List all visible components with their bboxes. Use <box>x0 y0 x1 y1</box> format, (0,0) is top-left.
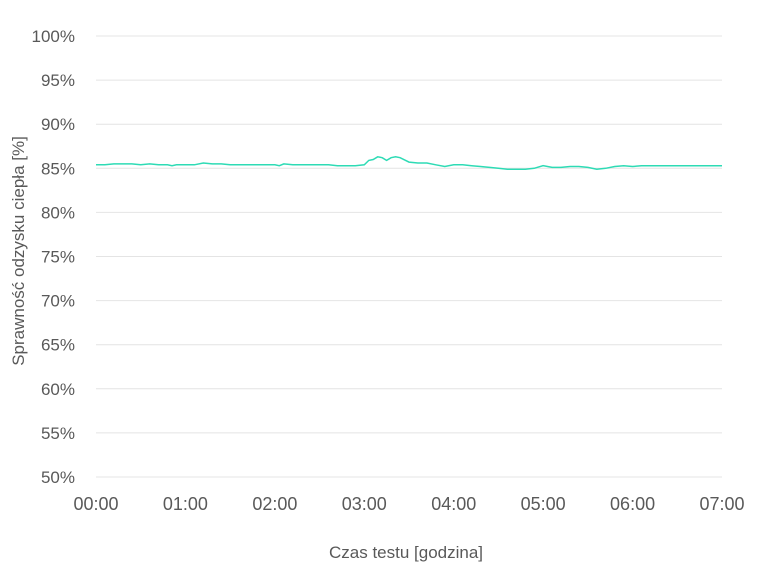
y-tick-label: 95% <box>41 71 75 90</box>
x-tick-label: 00:00 <box>73 494 118 514</box>
x-axis-title: Czas testu [godzina] <box>329 543 483 562</box>
y-axis-ticks: 100% 95% 90% 85% 80% 75% 70% 65% 60% 55% 50% <box>32 27 75 487</box>
x-tick-label: 03:00 <box>342 494 387 514</box>
y-tick-label: 75% <box>41 248 75 267</box>
x-tick-label: 04:00 <box>431 494 476 514</box>
y-tick-label: 50% <box>41 468 75 487</box>
y-tick-label: 55% <box>41 424 75 443</box>
x-tick-label: 01:00 <box>163 494 208 514</box>
y-axis-title: Sprawność odzysku ciepła [%] <box>9 136 28 366</box>
y-tick-label: 60% <box>41 380 75 399</box>
y-tick-label: 70% <box>41 292 75 311</box>
gridlines <box>96 35 722 478</box>
x-axis-ticks: 00:00 01:00 02:00 03:00 04:00 05:00 06:00 07:00 <box>73 494 744 514</box>
y-tick-label: 65% <box>41 336 75 355</box>
series-line <box>96 156 722 170</box>
y-tick-label: 85% <box>41 159 75 178</box>
x-tick-label: 02:00 <box>252 494 297 514</box>
y-tick-label: 80% <box>41 203 75 222</box>
x-tick-label: 05:00 <box>521 494 566 514</box>
y-tick-label: 90% <box>41 115 75 134</box>
x-tick-label: 07:00 <box>699 494 744 514</box>
x-tick-label: 06:00 <box>610 494 655 514</box>
y-tick-label: 100% <box>32 27 75 46</box>
